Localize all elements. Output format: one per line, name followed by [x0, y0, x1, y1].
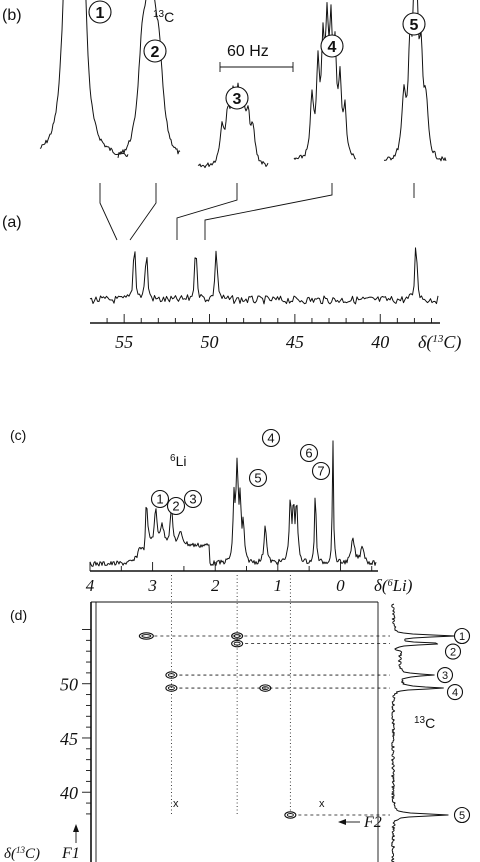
carbon-1d-spectrum — [89, 247, 439, 305]
f1-tick-label: 50 — [60, 675, 78, 695]
connector-4 — [204, 183, 333, 240]
x-artifact-marks: x x — [173, 798, 325, 810]
svg-text:7: 7 — [317, 464, 324, 479]
projection-peak-label: 5 — [453, 806, 471, 824]
cross-peak — [259, 684, 272, 692]
panel-a: (a) 55 50 45 40 δ(13C) — [2, 214, 461, 353]
svg-text:6: 6 — [305, 446, 312, 461]
cross-peak — [231, 639, 244, 648]
lithium-tick-label: 2 — [211, 576, 220, 595]
connector-lines — [99, 183, 415, 241]
lithium-peak-label: 1 — [150, 489, 170, 509]
lithium-axis-ticks: 4 3 2 1 0 — [86, 562, 373, 595]
x-marker-lower: x — [319, 798, 325, 810]
f2-arrow-icon — [338, 819, 346, 825]
panel-d-label: (d) — [10, 607, 27, 623]
panel-c-nucleus: 6Li — [170, 453, 186, 470]
multiplet-3-trace — [197, 82, 269, 169]
connector-2 — [129, 183, 157, 241]
cross-peak — [165, 684, 178, 692]
projection-peak-label: 4 — [446, 684, 464, 701]
cross-peak — [284, 811, 297, 819]
f2-dimension-label: F2 — [363, 814, 382, 831]
multiplet-1-trace — [39, 0, 129, 157]
hoesy-f1-ticks: 50 45 40 — [60, 629, 91, 815]
scale-bar-label: 60 Hz — [227, 43, 269, 60]
lithium-tick-label: 1 — [274, 576, 283, 595]
svg-text:5: 5 — [459, 810, 465, 822]
lithium-peak-label: 3 — [183, 489, 203, 509]
multiplet-2-trace — [117, 0, 181, 158]
carbon-tick-label: 55 — [115, 332, 133, 352]
lithium-peak-label: 6 — [299, 443, 319, 463]
carbon-tick-label: 40 — [371, 332, 389, 352]
projection-peak-label: 1 — [453, 627, 471, 645]
svg-text:1: 1 — [459, 631, 465, 643]
lithium-tick-label: 3 — [147, 576, 157, 595]
panel-c-label: (c) — [10, 427, 26, 443]
cross-peak — [165, 671, 178, 679]
lithium-peak-label: 4 — [261, 428, 281, 448]
svg-text:3: 3 — [233, 91, 242, 108]
carbon-tick-label: 45 — [286, 332, 304, 352]
f1-tick-label: 45 — [60, 729, 78, 749]
x-marker-upper: x — [173, 798, 179, 810]
svg-text:3: 3 — [189, 492, 196, 507]
cross-peak — [138, 632, 154, 640]
lithium-peak-label: 2 — [166, 496, 186, 516]
lithium-peak-label: 7 — [311, 461, 331, 481]
svg-text:4: 4 — [452, 687, 458, 699]
multiplet-5-label: 5 — [402, 12, 426, 36]
lithium-peak-labels: 1 2 3 4 5 67 — [150, 428, 331, 516]
lithium-tick-label: 0 — [336, 576, 345, 595]
svg-text:2: 2 — [151, 44, 160, 61]
projection-peak-label: 2 — [444, 643, 462, 660]
svg-text:5: 5 — [254, 471, 261, 486]
panel-b: (b) 13C 60 Hz 1 2 3 4 5 — [2, 0, 447, 169]
hoesy-cross-peaks — [138, 632, 297, 819]
multiplet-5-trace — [383, 0, 447, 162]
svg-text:4: 4 — [267, 431, 274, 446]
svg-text:2: 2 — [450, 647, 456, 659]
svg-text:3: 3 — [442, 670, 448, 682]
cross-peak — [231, 632, 244, 640]
connector-3 — [176, 183, 238, 240]
connector-1 — [99, 183, 118, 241]
multiplet-3-label: 3 — [225, 86, 249, 110]
panel-b-label: (b) — [2, 7, 22, 24]
panel-a-label: (a) — [2, 214, 22, 231]
carbon-tick-label: 50 — [201, 332, 219, 352]
carbon-axis-label: δ(13C) — [418, 332, 461, 353]
lithium-axis-label: δ(6Li) — [374, 576, 413, 595]
f1-arrow-icon — [73, 824, 79, 832]
carbon-projection-spectrum — [391, 603, 456, 862]
f1-tick-label: 40 — [60, 783, 78, 803]
projection-nucleus: 13C — [414, 715, 435, 732]
svg-text:1: 1 — [96, 5, 105, 22]
carbon-axis-ticks: 55 50 45 40 — [106, 314, 432, 352]
svg-text:4: 4 — [328, 39, 337, 56]
multiplet-1-label: 1 — [88, 0, 112, 24]
svg-text:5: 5 — [410, 17, 419, 34]
svg-text:2: 2 — [172, 499, 179, 514]
projection-peak-label: 3 — [436, 667, 454, 684]
lithium-tick-label: 4 — [86, 576, 95, 595]
multiplet-4-trace — [293, 2, 357, 160]
hoesy-correlation-lines — [154, 575, 390, 816]
f1-dimension-label: F1 — [61, 845, 80, 862]
multiplet-4-label: 4 — [320, 34, 344, 58]
lithium-1d-spectrum — [89, 440, 377, 567]
multiplet-2-label: 2 — [143, 39, 167, 63]
svg-text:1: 1 — [156, 492, 163, 507]
f1-axis-label: δ(13C) — [4, 845, 40, 862]
lithium-peak-label: 5 — [248, 468, 268, 488]
